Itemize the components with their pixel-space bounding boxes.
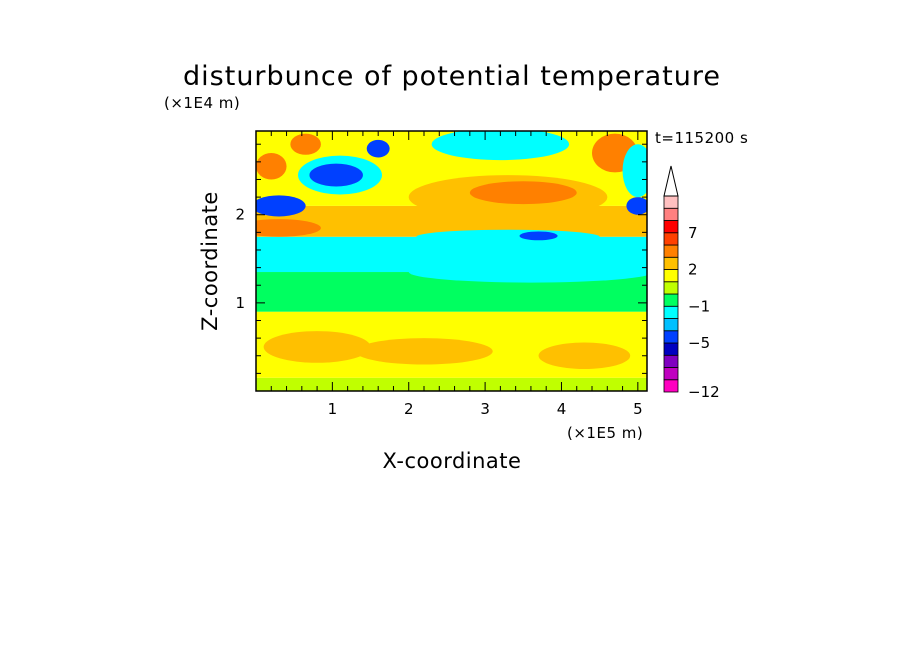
contour-field xyxy=(256,131,647,391)
colorbar-segment xyxy=(663,330,679,344)
x-tick-label: 2 xyxy=(404,400,414,418)
chart-title: disturbunce of potential temperature xyxy=(183,61,721,92)
colorbar-segment xyxy=(663,207,679,221)
colorbar-segment xyxy=(663,293,679,307)
colorbar-segment xyxy=(663,244,679,258)
contour-layer xyxy=(256,377,647,391)
colorbar-tick-label: −12 xyxy=(688,383,720,401)
contour-feature xyxy=(263,331,371,363)
colorbar-tick-label: 2 xyxy=(688,261,698,279)
colorbar-segment xyxy=(663,354,679,368)
y-scale-label: (×1E4 m) xyxy=(164,94,240,112)
colorbar-tick-label: 7 xyxy=(688,224,698,242)
x-tick-label: 1 xyxy=(328,400,338,418)
contour-feature xyxy=(431,131,570,161)
contour-feature xyxy=(469,181,577,205)
colorbar-segment xyxy=(663,281,679,295)
colorbar-extend-arrow xyxy=(663,165,679,197)
contour-feature xyxy=(355,338,493,365)
contour-feature xyxy=(309,163,363,187)
x-axis-label: X-coordinate xyxy=(383,449,522,473)
time-label: t=115200 s xyxy=(655,129,748,147)
colorbar-tick-label: −5 xyxy=(688,334,710,352)
contour-feature xyxy=(256,219,321,237)
x-tick-label: 3 xyxy=(480,400,490,418)
contour-feature xyxy=(366,139,390,158)
colorbar-segment xyxy=(663,367,679,381)
contour-feature xyxy=(622,144,647,198)
y-tick-label: 2 xyxy=(235,206,245,224)
colorbar-segment xyxy=(663,305,679,319)
contour-feature xyxy=(626,197,647,215)
x-tick-label: 5 xyxy=(633,400,643,418)
y-tick-label: 1 xyxy=(235,294,245,312)
colorbar-segment xyxy=(663,269,679,283)
y-axis: 12 xyxy=(235,143,647,374)
x-scale-label: (×1E5 m) xyxy=(567,424,643,442)
colorbar-segment xyxy=(663,318,679,332)
colorbar-segment xyxy=(663,232,679,246)
contour-feature xyxy=(256,153,287,180)
colorbar-segment xyxy=(663,220,679,234)
colorbar-tick-label: −1 xyxy=(688,297,710,315)
contour-feature xyxy=(290,133,321,155)
contour-feature xyxy=(408,261,647,283)
colorbar-segment xyxy=(663,195,679,209)
colorbar-segment xyxy=(663,256,679,270)
colorbar-segment xyxy=(663,342,679,356)
colorbar-segment xyxy=(663,379,679,393)
contour-feature xyxy=(538,342,631,369)
contour-feature xyxy=(256,195,306,217)
colorbar: 7 2 −1 −5 −12 xyxy=(663,165,720,401)
contour-feature xyxy=(416,229,600,244)
plot-frame xyxy=(255,130,648,392)
x-axis: 1 2 3 4 5 xyxy=(270,131,643,418)
x-tick-label: 4 xyxy=(557,400,567,418)
contour-feature xyxy=(519,231,558,241)
y-axis-label: Z-coordinate xyxy=(198,191,222,331)
